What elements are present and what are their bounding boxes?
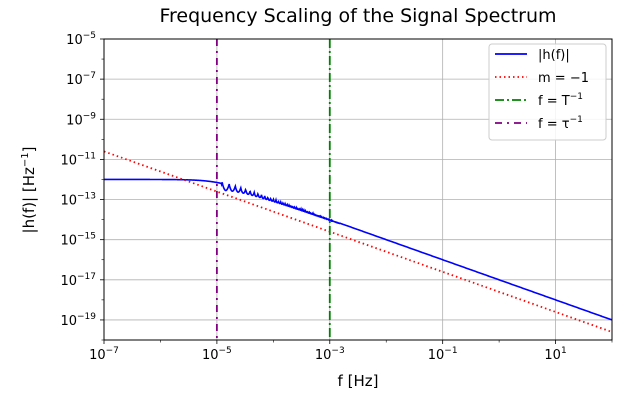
ticks: 10−7 10−5 10−3 10−1 101 10−19 10−17 10−15 10−13 1… bbox=[60, 31, 613, 363]
x-tick-label: 10−3 bbox=[315, 346, 345, 363]
legend-box bbox=[488, 43, 607, 141]
y-tick-label: 10−7 bbox=[66, 71, 96, 88]
y-tick-label: 10−13 bbox=[60, 192, 96, 209]
y-axis-label: |h(f)| [Hz−1] bbox=[20, 147, 38, 234]
legend-label: f = T−1 bbox=[538, 92, 583, 109]
legend-label: |h(f)| bbox=[538, 48, 570, 63]
legend-label: f = τ−1 bbox=[538, 115, 583, 132]
legend: |h(f)| m = −1 f = T−1 f = τ−1 bbox=[488, 43, 607, 141]
legend-label: m = −1 bbox=[538, 71, 589, 86]
y-tick-label: 10−5 bbox=[66, 31, 96, 48]
x-tick-label: 10−7 bbox=[89, 346, 119, 363]
x-tick-label: 101 bbox=[544, 346, 566, 363]
y-tick-label: 10−15 bbox=[60, 232, 96, 249]
x-axis-label: f [Hz] bbox=[338, 372, 379, 390]
plot-area bbox=[104, 39, 612, 340]
y-tick-label: 10−17 bbox=[60, 272, 96, 289]
series-line bbox=[104, 178, 612, 321]
y-tick-label: 10−11 bbox=[60, 151, 96, 168]
x-tick-label: 10−5 bbox=[202, 346, 232, 363]
series-line bbox=[104, 150, 612, 333]
y-tick-label: 10−9 bbox=[66, 111, 96, 128]
y-tick-label: 10−19 bbox=[60, 312, 96, 329]
axes-frame bbox=[103, 38, 613, 341]
chart-title: Frequency Scaling of the Signal Spectrum bbox=[159, 5, 556, 27]
x-tick-label: 10−1 bbox=[428, 346, 458, 363]
